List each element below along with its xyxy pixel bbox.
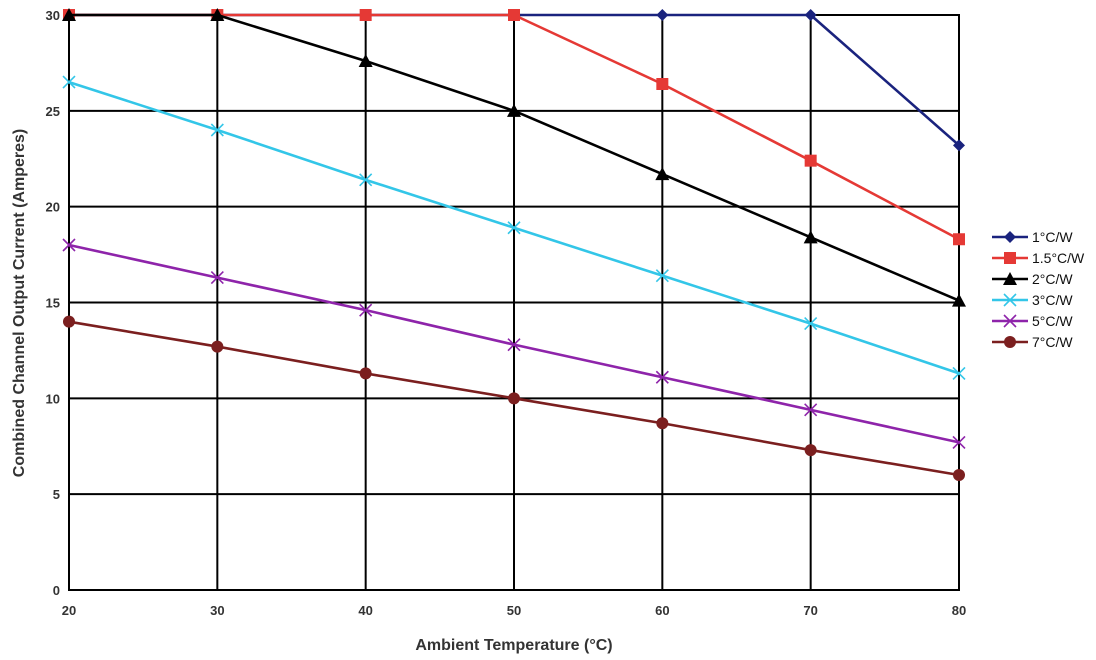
data-point xyxy=(358,54,373,67)
data-point xyxy=(62,8,76,21)
data-point xyxy=(804,317,818,331)
series-4 xyxy=(62,238,966,449)
legend-marker xyxy=(1003,272,1017,285)
data-point xyxy=(804,9,817,21)
legend-marker xyxy=(1004,231,1016,243)
data-point xyxy=(210,8,225,21)
legend-label: 3°C/W xyxy=(1032,292,1073,308)
data-point xyxy=(211,340,224,353)
y-tick-label: 30 xyxy=(46,8,60,23)
y-tick-label: 10 xyxy=(46,391,60,406)
series-3 xyxy=(62,75,966,380)
data-point xyxy=(62,238,76,252)
data-point xyxy=(359,9,372,21)
data-point xyxy=(656,417,669,430)
x-tick-label: 80 xyxy=(952,603,966,618)
legend-label: 2°C/W xyxy=(1032,271,1073,287)
legend-item: 1°C/W xyxy=(992,229,1073,245)
data-point xyxy=(508,392,520,405)
data-point xyxy=(803,230,818,244)
legend-item: 5°C/W xyxy=(992,313,1073,329)
y-tick-label: 15 xyxy=(46,296,60,311)
data-point xyxy=(952,435,966,449)
legend-label: 7°C/W xyxy=(1032,334,1073,350)
x-tick-label: 20 xyxy=(62,603,76,618)
data-point xyxy=(655,167,670,181)
legend-label: 1.5°C/W xyxy=(1032,250,1085,266)
legend-marker xyxy=(1003,314,1017,328)
y-tick-label: 25 xyxy=(46,104,60,119)
data-point xyxy=(804,444,817,457)
data-point xyxy=(210,271,224,285)
data-point xyxy=(953,139,965,152)
data-point xyxy=(952,366,966,380)
data-point xyxy=(359,173,373,187)
data-point xyxy=(507,221,521,235)
series-2 xyxy=(62,8,966,307)
x-tick-label: 40 xyxy=(358,603,372,618)
legend-label: 1°C/W xyxy=(1032,229,1073,245)
data-point xyxy=(62,75,76,89)
legend-item: 2°C/W xyxy=(992,271,1073,287)
series-layer xyxy=(62,8,966,481)
data-point xyxy=(804,403,818,417)
legend-label: 5°C/W xyxy=(1032,313,1073,329)
data-point xyxy=(507,338,521,352)
series-5 xyxy=(63,315,965,481)
data-point xyxy=(953,233,965,246)
data-point xyxy=(210,123,224,137)
legend-item: 3°C/W xyxy=(992,292,1073,308)
data-point xyxy=(804,154,817,167)
y-tick-label: 20 xyxy=(46,200,60,215)
data-point xyxy=(359,303,373,317)
data-point xyxy=(508,9,520,21)
data-point xyxy=(952,293,966,307)
legend-item: 7°C/W xyxy=(992,334,1073,350)
tick-labels: 0 5 10 15 20 25 30 20 30 40 50 60 70 80 xyxy=(46,8,967,618)
data-point xyxy=(507,103,521,117)
x-tick-label: 50 xyxy=(507,603,521,618)
legend-marker xyxy=(1004,252,1016,264)
data-point xyxy=(656,9,669,21)
data-point xyxy=(359,367,372,380)
data-point xyxy=(656,78,669,90)
grid xyxy=(68,14,960,591)
x-axis-title: Ambient Temperature (°C) xyxy=(415,637,612,654)
x-tick-label: 30 xyxy=(210,603,224,618)
x-tick-label: 70 xyxy=(803,603,817,618)
legend: 1°C/W 1.5°C/W 2°C/W 3°C/W 5°C/W 7°C/W xyxy=(992,229,1085,350)
legend-marker xyxy=(1004,336,1016,348)
legend-item: 1.5°C/W xyxy=(992,250,1085,266)
y-tick-label: 0 xyxy=(53,583,60,598)
legend-marker xyxy=(1003,293,1017,307)
data-point xyxy=(63,315,75,328)
data-point xyxy=(655,370,669,384)
y-tick-label: 5 xyxy=(53,487,60,502)
y-axis-title: Combined Channel Output Current (Amperes… xyxy=(11,129,28,477)
data-point xyxy=(953,469,965,481)
x-tick-label: 60 xyxy=(655,603,669,618)
data-point xyxy=(655,269,669,283)
